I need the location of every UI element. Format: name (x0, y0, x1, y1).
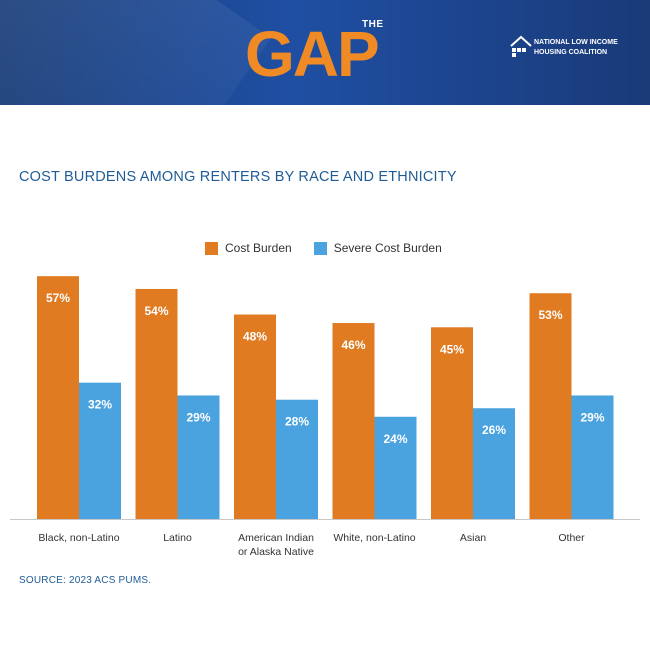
data-label: 24% (383, 432, 407, 446)
bar-severe-cost-burden-latino (177, 395, 220, 519)
org-name-line1: NATIONAL LOW INCOME (534, 39, 618, 46)
category-label: American Indian (238, 532, 314, 544)
bar-cost-burden-other (529, 293, 572, 519)
data-label: 29% (580, 410, 604, 424)
bar-severe-cost-burden-american-indian-or-alaska-native (276, 399, 318, 519)
legend-swatch-severe-cost-burden (313, 241, 327, 255)
legend-item-cost-burden: Cost Burden (205, 241, 292, 255)
data-label: 45% (440, 342, 464, 356)
header-banner: GAP THE NATIONAL LOW INCOME HOUSING COAL… (0, 0, 650, 105)
data-label: 54% (144, 304, 168, 318)
nlihc-logo: NATIONAL LOW INCOME HOUSING COALITION (510, 35, 640, 58)
bar-severe-cost-burden-asian (473, 408, 515, 519)
legend-swatch-cost-burden (205, 241, 218, 255)
bar-cost-burden-american-indian-or-alaska-native (234, 314, 276, 519)
legend-item-severe-cost-burden: Severe Cost Burden (313, 241, 442, 255)
data-label: 26% (482, 423, 506, 437)
bar-cost-burden-white-non-latino (332, 323, 375, 519)
bar-severe-cost-burden-other (571, 395, 614, 519)
category-label: White, non-Latino (333, 532, 415, 544)
org-name-line2: HOUSING COALITION (534, 49, 608, 56)
data-label: 53% (538, 308, 562, 322)
data-label: 32% (88, 398, 112, 412)
source-note: SOURCE: 2023 ACS PUMS. (19, 575, 152, 586)
chart-legend: Cost Burden Severe Cost Burden (205, 241, 464, 255)
bar-cost-burden-black-non-latino (37, 276, 79, 519)
category-label: Latino (163, 532, 192, 544)
data-label: 57% (46, 291, 70, 305)
legend-label-severe-cost-burden: Severe Cost Burden (333, 241, 442, 255)
legend-label-cost-burden: Cost Burden (225, 241, 292, 255)
category-label: Other (558, 532, 585, 544)
house-icon (510, 35, 532, 57)
data-label: 28% (285, 415, 309, 429)
data-label: 48% (243, 330, 267, 344)
bar-severe-cost-burden-white-non-latino (374, 416, 417, 519)
data-label: 29% (186, 410, 210, 424)
bar-severe-cost-burden-black-non-latino (79, 382, 121, 519)
data-label: 46% (341, 338, 365, 352)
category-label: Asian (460, 532, 486, 544)
bar-cost-burden-latino (135, 288, 178, 519)
category-label: or Alaska Native (238, 546, 314, 558)
bar-cost-burden-asian (431, 327, 473, 519)
the-gap-logo: GAP (245, 18, 380, 90)
logo-superscript: THE (362, 19, 384, 30)
category-label: Black, non-Latino (38, 532, 119, 544)
chart-title: COST BURDENS AMONG RENTERS BY RACE AND E… (19, 169, 457, 185)
